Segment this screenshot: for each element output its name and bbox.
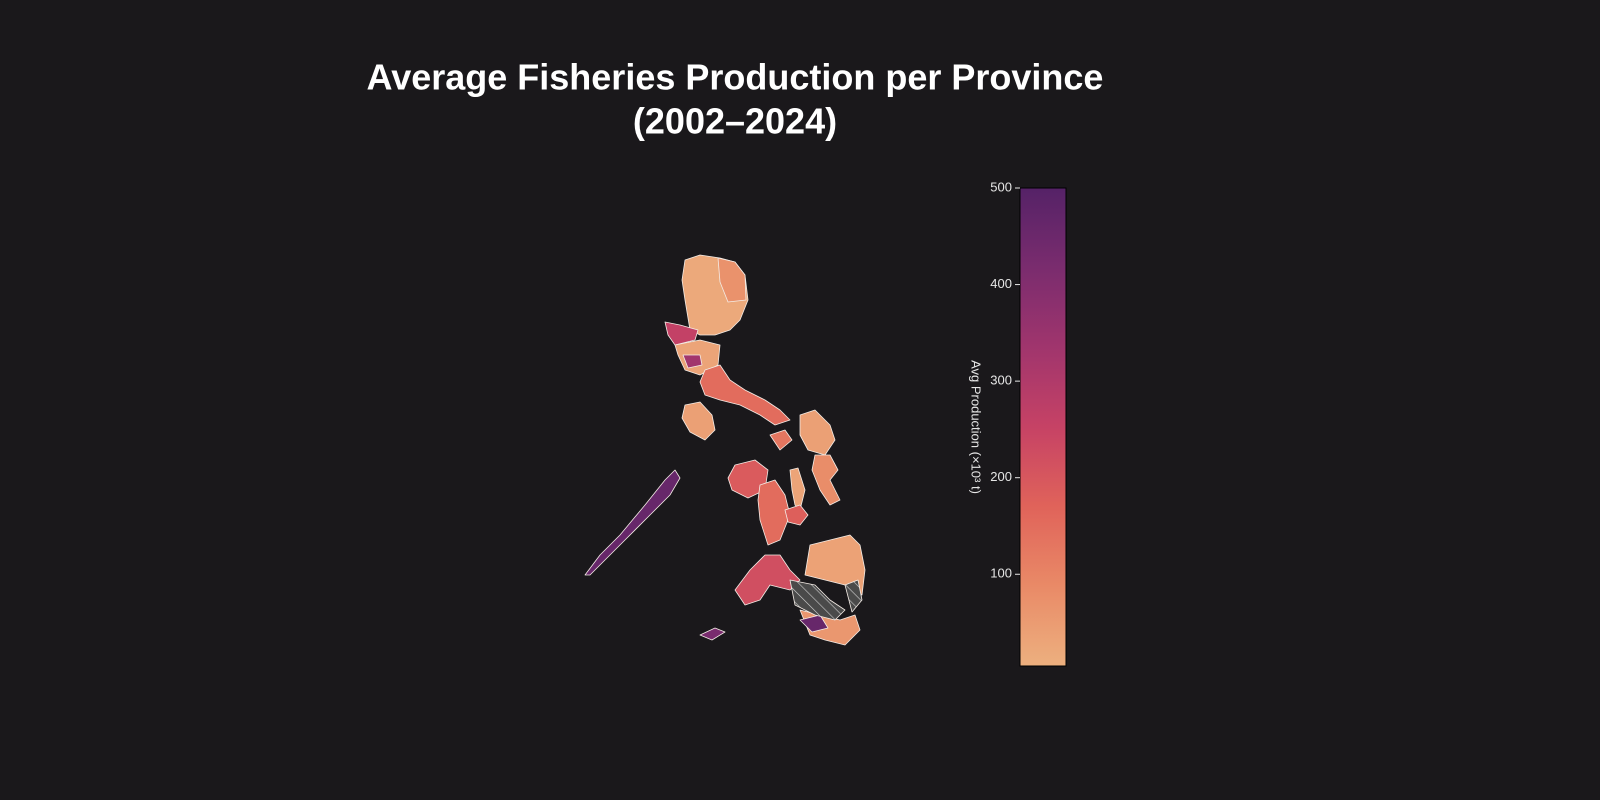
province (664, 321, 699, 346)
colorbar-tick-label: 500 (990, 179, 1012, 194)
province (804, 534, 866, 596)
province (734, 554, 801, 606)
map-title: Average Fisheries Production per Provinc… (367, 57, 1104, 98)
colorbar-tick-label: 100 (990, 566, 1012, 581)
no-data-region (789, 579, 846, 621)
province (699, 364, 791, 426)
province (811, 454, 841, 506)
colorbar-scale (1019, 187, 1067, 667)
province (682, 354, 703, 369)
colorbar-tick-label: 400 (990, 276, 1012, 291)
province (584, 469, 681, 576)
province (681, 401, 716, 441)
colorbar-tick-label: 200 (990, 469, 1012, 484)
province (757, 479, 791, 546)
colorbar-label: Avg Production (×10³ t) (969, 360, 984, 494)
province (717, 257, 747, 303)
province (799, 614, 829, 633)
colorbar-tick-label: 300 (990, 373, 1012, 388)
province (769, 429, 793, 451)
province (699, 627, 726, 641)
no-data-region (844, 579, 863, 613)
colorbar: 100 200 300 400 500 (990, 179, 1067, 667)
province (799, 409, 836, 456)
map-title: (2002–2024) (633, 101, 837, 142)
province (784, 504, 809, 526)
map (584, 254, 866, 646)
province (727, 459, 769, 499)
